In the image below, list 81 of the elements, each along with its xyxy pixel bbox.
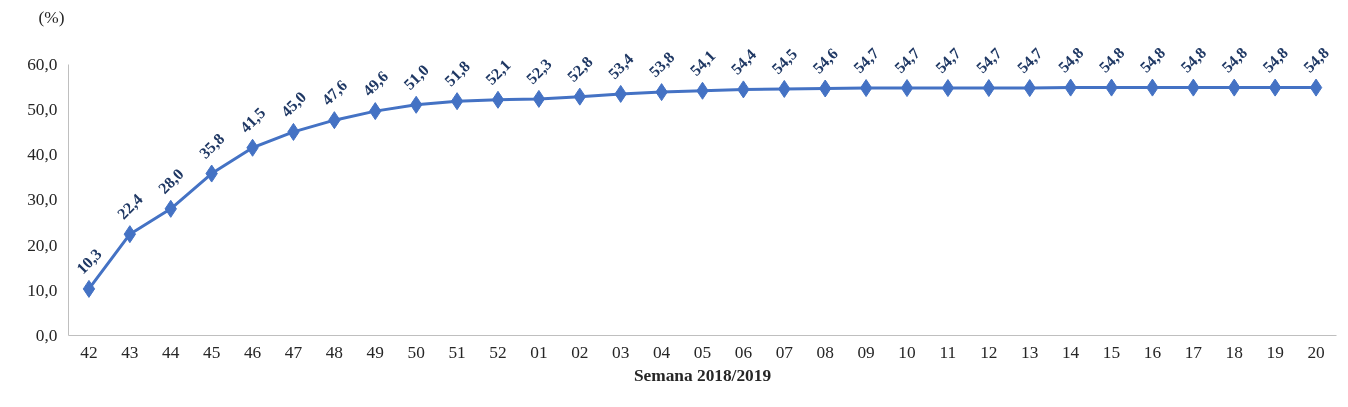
data-label: 49,6: [359, 67, 392, 100]
data-label: 10,3: [73, 245, 105, 278]
x-tick-label: 45: [203, 342, 221, 362]
x-tick-label: 51: [448, 342, 466, 362]
x-tick-label: 14: [1061, 342, 1080, 362]
x-tick-label: 16: [1143, 342, 1162, 362]
x-tick-label: 20: [1307, 342, 1325, 362]
x-tick-label: 07: [775, 342, 794, 362]
point: [123, 225, 137, 244]
data-label: 54,8: [1300, 43, 1332, 76]
x-tick-label: 02: [571, 342, 589, 362]
data-label: 35,8: [195, 129, 228, 162]
data-label: 53,8: [645, 48, 678, 81]
point: [859, 79, 873, 98]
x-tick-label: 47: [284, 342, 303, 362]
data-label: 54,8: [1218, 43, 1251, 76]
point: [532, 89, 546, 108]
x-tick-label: 04: [652, 342, 671, 362]
x-tick-label: 49: [366, 342, 384, 362]
x-tick-label: 03: [612, 342, 630, 362]
x-tick-label: 19: [1266, 342, 1284, 362]
data-label: 52,1: [482, 56, 514, 88]
y-axis-title: (%): [38, 7, 65, 27]
x-tick-label: 10: [898, 342, 916, 362]
point: [450, 92, 464, 111]
x-tick-label: 11: [939, 342, 957, 362]
data-label: 54,8: [1177, 43, 1210, 76]
point: [1268, 78, 1282, 97]
x-tick-label: 18: [1225, 342, 1243, 362]
point: [82, 279, 96, 298]
data-label: 51,0: [400, 61, 433, 93]
data-label: 54,8: [1136, 43, 1169, 76]
y-tick-label: 50,0: [27, 99, 58, 119]
data-label: 45,0: [277, 88, 310, 121]
point: [1309, 78, 1323, 97]
x-tick-label: 43: [121, 342, 139, 362]
data-label: 54,7: [972, 44, 1005, 77]
data-label: 54,7: [891, 44, 923, 77]
y-tick-label: 60,0: [27, 54, 58, 74]
data-label: 54,5: [768, 45, 801, 78]
x-tick-label: 05: [693, 342, 712, 362]
point: [900, 79, 914, 98]
x-tick-label: 44: [162, 342, 180, 362]
x-tick-label: 15: [1102, 342, 1121, 362]
data-label: 54,7: [850, 44, 883, 77]
y-tick-label: 10,0: [27, 280, 58, 300]
x-tick-label: 09: [857, 342, 875, 362]
data-label: 54,7: [1013, 44, 1046, 77]
x-axis-title: Semana 2018/2019: [633, 365, 772, 385]
x-tick-label: 13: [1021, 342, 1039, 362]
data-label: 51,8: [441, 57, 473, 90]
data-label: 54,8: [1054, 43, 1087, 76]
data-label: 22,4: [113, 190, 146, 223]
x-tick-label: 12: [980, 342, 998, 362]
x-tick-label: 08: [816, 342, 834, 362]
data-label: 54,8: [1259, 43, 1292, 76]
data-label: 54,6: [809, 44, 842, 77]
data-label: 54,8: [1095, 43, 1128, 76]
y-tick-label: 30,0: [27, 190, 58, 210]
point: [941, 79, 955, 98]
y-tick-label: 20,0: [27, 235, 58, 255]
data-label: 54,7: [932, 44, 964, 77]
data-label: 52,3: [522, 55, 555, 88]
data-label: 54,4: [727, 45, 760, 78]
y-tick-label: 0,0: [35, 326, 58, 345]
x-tick-label: 01: [530, 342, 548, 362]
x-tick-label: 52: [489, 342, 507, 362]
data-label: 53,4: [604, 50, 637, 83]
y-tick-label: 40,0: [27, 145, 58, 165]
x-tick-label: 42: [80, 342, 98, 362]
data-label: 52,8: [563, 52, 596, 85]
x-tick-label: 50: [407, 342, 425, 362]
data-label: 41,5: [236, 104, 269, 136]
data-label: 47,6: [318, 76, 351, 109]
x-tick-label: 17: [1184, 342, 1203, 362]
data-label: 28,0: [154, 165, 187, 197]
x-tick-label: 48: [325, 342, 344, 362]
x-tick-label: 06: [734, 342, 753, 362]
point: [491, 90, 505, 109]
data-label: 54,1: [686, 47, 719, 79]
x-tick-label: 46: [243, 342, 262, 362]
